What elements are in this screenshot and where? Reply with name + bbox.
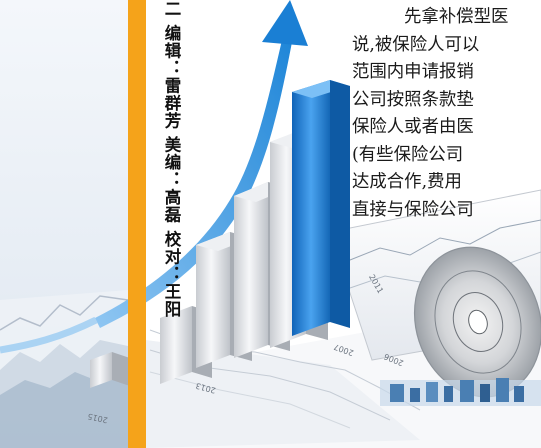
article-line: (有些保险公司 (352, 144, 464, 165)
orange-accent-bar (128, 0, 146, 448)
article-body: 先拿补偿型医 说,被保险人可以 范围内申请报销 公司按照条款垫 保险人或者由医 … (352, 4, 541, 224)
editor-credits: 二 编辑：雷群芳 美编：高磊 校对：王阳 (162, 0, 181, 318)
bar-graphic (90, 80, 350, 388)
growth-arrow (0, 0, 308, 354)
year-label-1: 2015 (87, 412, 109, 425)
article-line: 说,被保险人可以 (352, 34, 480, 55)
paper-roll (329, 189, 541, 406)
article-line: 直接与保险公司 (352, 199, 474, 220)
article-line: 范围内申请报销 (352, 62, 474, 82)
article-line: 达成合作,费用 (352, 172, 462, 192)
article-line: 保险人或者由医 (352, 117, 474, 137)
article-line: 公司按照条款垫 (352, 89, 474, 110)
article-line: 先拿补偿型医 (404, 7, 509, 27)
